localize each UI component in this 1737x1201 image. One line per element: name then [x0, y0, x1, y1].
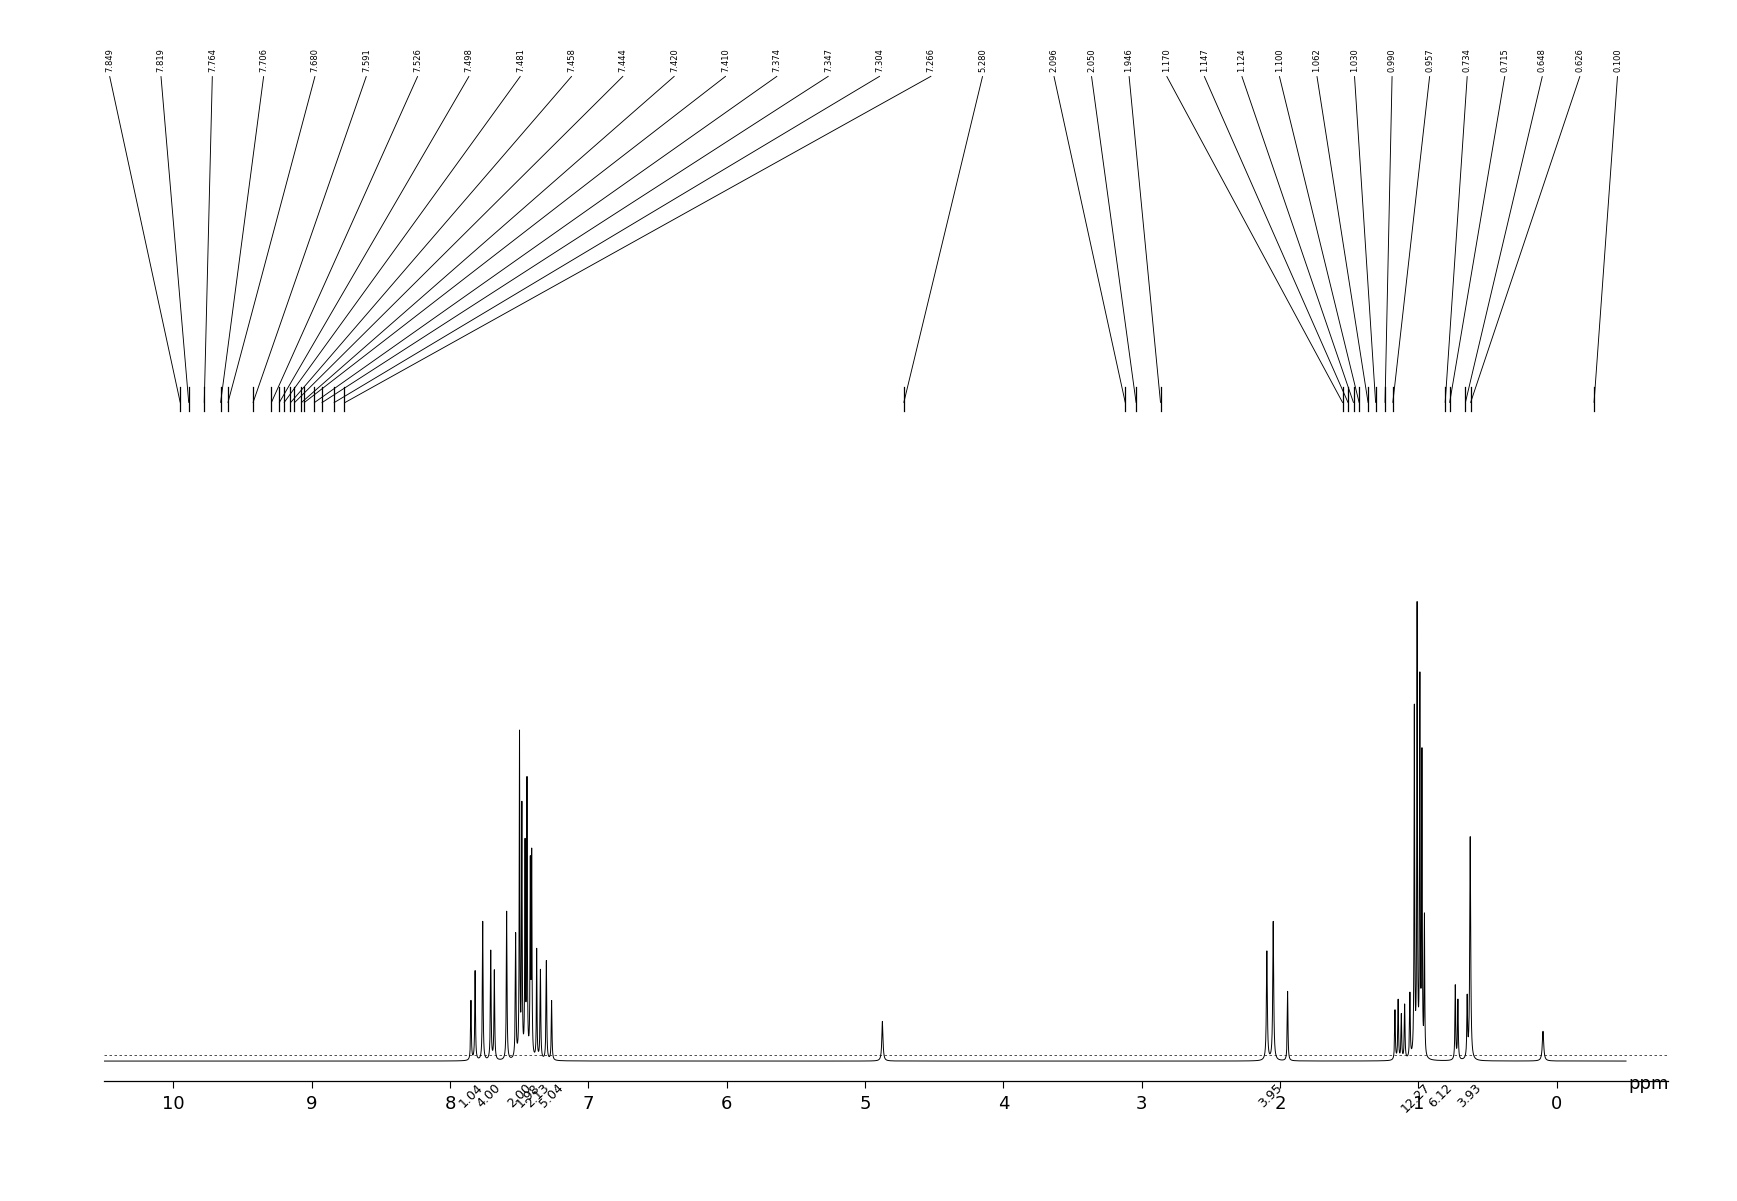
Text: 1.062: 1.062: [1313, 48, 1322, 72]
Text: 0.715: 0.715: [1501, 48, 1509, 72]
Text: 2.00: 2.00: [505, 1081, 533, 1110]
Text: 7.764: 7.764: [208, 48, 217, 72]
Text: 6.12: 6.12: [1426, 1081, 1456, 1110]
Text: 2.13: 2.13: [523, 1081, 552, 1110]
Text: 7.444: 7.444: [618, 48, 627, 72]
Text: 7.347: 7.347: [823, 48, 834, 72]
Text: 7.498: 7.498: [464, 48, 474, 72]
Text: ppm: ppm: [1629, 1075, 1669, 1093]
Text: 0.990: 0.990: [1388, 49, 1397, 72]
Text: 1.98: 1.98: [512, 1081, 542, 1110]
Text: 0.734: 0.734: [1463, 48, 1471, 72]
Text: 0.957: 0.957: [1424, 48, 1435, 72]
Text: 1.124: 1.124: [1237, 49, 1245, 72]
Text: 7.304: 7.304: [875, 48, 884, 72]
Text: 7.374: 7.374: [773, 48, 782, 72]
Text: 2.050: 2.050: [1087, 49, 1096, 72]
Text: 5.04: 5.04: [537, 1081, 566, 1110]
Text: 7.458: 7.458: [568, 48, 577, 72]
Text: 7.481: 7.481: [516, 48, 525, 72]
Text: 1.100: 1.100: [1275, 49, 1284, 72]
Text: 1.147: 1.147: [1200, 48, 1209, 72]
Text: 7.266: 7.266: [928, 48, 936, 72]
Text: 1.170: 1.170: [1162, 48, 1171, 72]
Text: 1.04: 1.04: [457, 1081, 485, 1110]
Text: 7.680: 7.680: [311, 48, 320, 72]
Text: 7.591: 7.591: [361, 48, 372, 72]
Text: 7.706: 7.706: [259, 48, 267, 72]
Text: 0.100: 0.100: [1614, 49, 1622, 72]
Text: 7.849: 7.849: [106, 48, 115, 72]
Text: 0.626: 0.626: [1575, 48, 1584, 72]
Text: 12.27: 12.27: [1398, 1081, 1433, 1116]
Text: 7.819: 7.819: [156, 48, 165, 72]
Text: 3.95: 3.95: [1256, 1081, 1285, 1110]
Text: 0.648: 0.648: [1537, 48, 1548, 72]
Text: 1.946: 1.946: [1124, 48, 1134, 72]
Text: 4.00: 4.00: [474, 1081, 504, 1110]
Text: 7.420: 7.420: [670, 48, 679, 72]
Text: 1.030: 1.030: [1350, 48, 1358, 72]
Text: 5.280: 5.280: [978, 48, 987, 72]
Text: 2.096: 2.096: [1049, 48, 1058, 72]
Text: 7.526: 7.526: [413, 48, 422, 72]
Text: 7.410: 7.410: [721, 48, 730, 72]
Text: 3.93: 3.93: [1456, 1081, 1483, 1110]
